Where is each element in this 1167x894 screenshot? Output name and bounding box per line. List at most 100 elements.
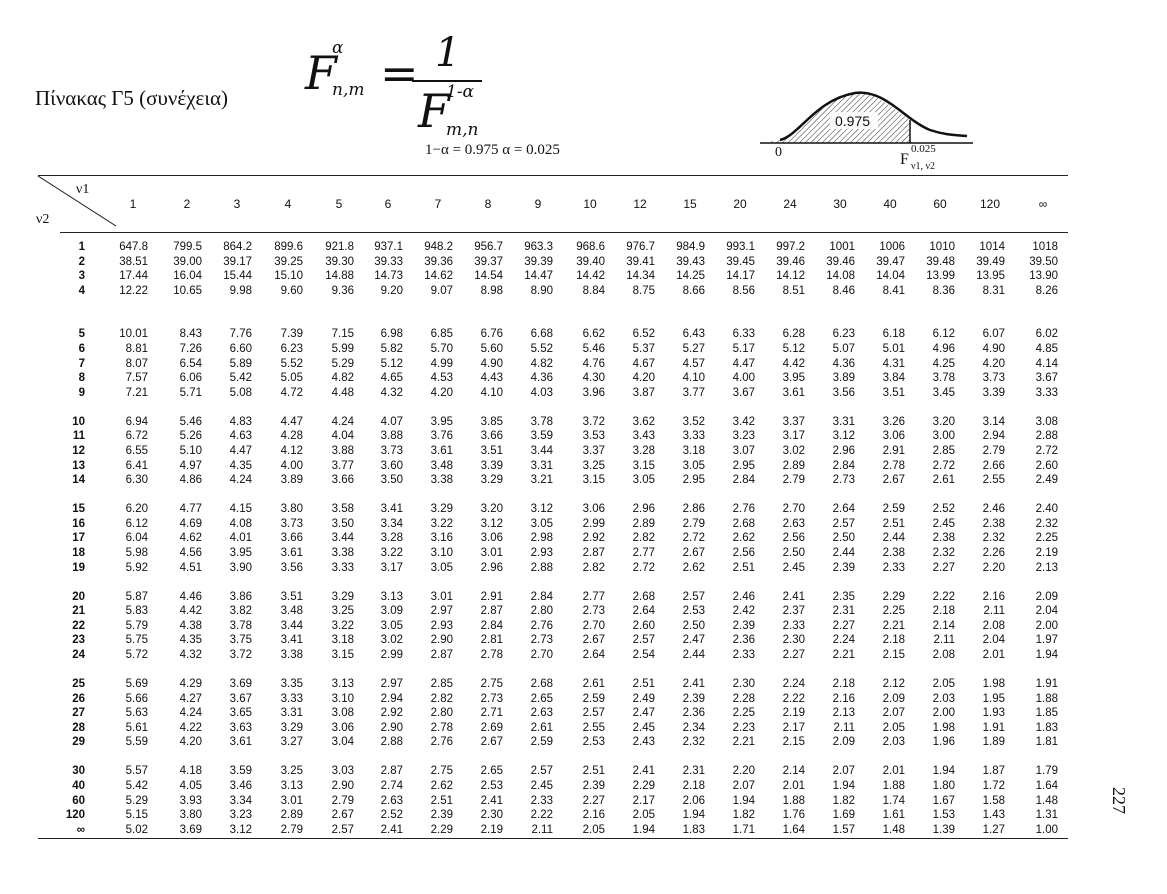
table-cell: 3.48 (280, 605, 303, 618)
table-cell: 2.50 (782, 547, 805, 559)
table-cell: 2.24 (832, 634, 855, 647)
row-header: 27 (72, 707, 85, 720)
table-cell: 2.20 (732, 765, 755, 778)
table-cell: 3.52 (682, 415, 705, 428)
table-cell: 4.20 (982, 357, 1005, 370)
table-cell: 3.62 (632, 415, 655, 428)
table-cell: 2.44 (882, 532, 905, 545)
table-cell: 3.87 (632, 386, 655, 399)
table-cell: 2.79 (982, 445, 1005, 457)
table-cell: 2.31 (682, 765, 705, 778)
table-cell: 2.33 (732, 649, 755, 661)
table-cell: 2.56 (782, 532, 805, 545)
table-cell: 3.06 (331, 721, 354, 734)
table-cell: 2.52 (380, 809, 403, 822)
table-cell: 5.63 (125, 707, 148, 720)
table-cell: 3.33 (280, 692, 303, 705)
table-cell: 4.27 (179, 692, 202, 705)
table-cell: 2.84 (480, 619, 503, 632)
table-cell: 1.71 (732, 823, 755, 836)
table-cell: 2.35 (832, 590, 855, 603)
table-cell: 2.07 (832, 765, 855, 778)
table-cell: 3.27 (280, 736, 303, 749)
table-cell: 2.51 (582, 765, 605, 778)
table-cell: 3.05 (380, 619, 403, 632)
table-cell: 14.08 (826, 270, 855, 283)
table-cell: 1.94 (732, 794, 755, 807)
table-cell: 2.36 (732, 634, 755, 647)
table-cell: 4.53 (430, 372, 453, 385)
table-cell: 6.41 (125, 459, 148, 472)
table-cell: 2.27 (932, 561, 955, 574)
table-cell: 4.42 (179, 605, 202, 618)
table-cell: 2.72 (1035, 445, 1058, 457)
formula-lhs: F (305, 46, 337, 100)
table-cell: 3.34 (229, 794, 252, 807)
table-cell: 2.90 (331, 780, 354, 792)
table-cell: 2.40 (1035, 503, 1058, 516)
formula-lhs-sup: α (332, 38, 344, 58)
table-cell: 3.43 (632, 430, 655, 443)
table-cell: 39.41 (626, 255, 655, 268)
row-header: 22 (72, 619, 85, 632)
quantile-label: F (900, 151, 909, 168)
column-header: 8 (484, 197, 492, 211)
table-cell: 3.66 (480, 430, 503, 443)
table-cell: 39.47 (876, 255, 905, 268)
table-cell: 8.31 (982, 284, 1005, 297)
table-cell: 2.20 (982, 561, 1005, 574)
table-cell: 4.24 (229, 474, 252, 487)
table-cell: 2.55 (582, 721, 605, 734)
table-cell: 3.23 (732, 430, 755, 443)
table-cell: 4.46 (179, 590, 202, 603)
table-cell: 2.25 (882, 605, 905, 618)
column-header: 15 (683, 197, 697, 211)
row-header: 6 (78, 343, 85, 355)
table-cell: 2.87 (380, 765, 403, 778)
table-cell: 3.33 (331, 561, 354, 574)
table-cell: 2.66 (982, 459, 1005, 472)
table-cell: 2.26 (982, 547, 1005, 559)
table-cell: 14.12 (776, 270, 805, 283)
table-cell: 3.31 (832, 415, 855, 428)
table-cell: 6.54 (179, 357, 202, 370)
table-cell: 5.57 (125, 765, 148, 778)
table-cell: 2.81 (480, 634, 503, 647)
table-cell: 1.79 (1035, 765, 1058, 778)
table-cell: 3.15 (331, 649, 354, 661)
table-cell: 14.25 (676, 270, 705, 283)
table-cell: 2.22 (932, 590, 955, 603)
table-cell: 3.01 (280, 794, 303, 807)
table-cell: 2.37 (782, 605, 805, 618)
table-cell: 5.46 (179, 415, 202, 428)
table-cell: 2.95 (682, 474, 705, 487)
table-cell: 3.51 (882, 386, 905, 399)
table-cell: 2.41 (632, 765, 655, 778)
table-cell: 2.96 (632, 503, 655, 516)
table-cell: 3.10 (430, 547, 453, 559)
column-header: 3 (233, 197, 241, 211)
table-cell: 2.39 (832, 561, 855, 574)
table-cell: 1.48 (1035, 794, 1058, 807)
table-cell: 4.72 (280, 386, 303, 399)
table-cell: 2.46 (732, 590, 755, 603)
row-header: 2 (78, 255, 85, 268)
table-cell: 3.69 (179, 823, 202, 836)
table-cell: 8.26 (1035, 284, 1058, 297)
table-cell: 3.08 (331, 707, 354, 720)
table-cell: 4.29 (179, 678, 202, 690)
page-number: 227 (1109, 787, 1129, 814)
table-cell: 2.51 (430, 794, 453, 807)
table-cell: 2.44 (832, 547, 855, 559)
table-cell: 2.31 (832, 605, 855, 618)
table-cell: 3.13 (380, 590, 403, 603)
table-cell: 6.07 (982, 328, 1005, 341)
table-cell: 3.77 (682, 386, 705, 399)
table-cell: 2.28 (732, 692, 755, 705)
table-cell: 17.44 (119, 270, 148, 283)
row-header: 40 (72, 780, 85, 792)
table-cell: 3.95 (430, 415, 453, 428)
table-cell: 3.25 (280, 765, 303, 778)
table-cell: 2.78 (882, 459, 905, 472)
table-cell: 2.19 (1035, 547, 1058, 559)
